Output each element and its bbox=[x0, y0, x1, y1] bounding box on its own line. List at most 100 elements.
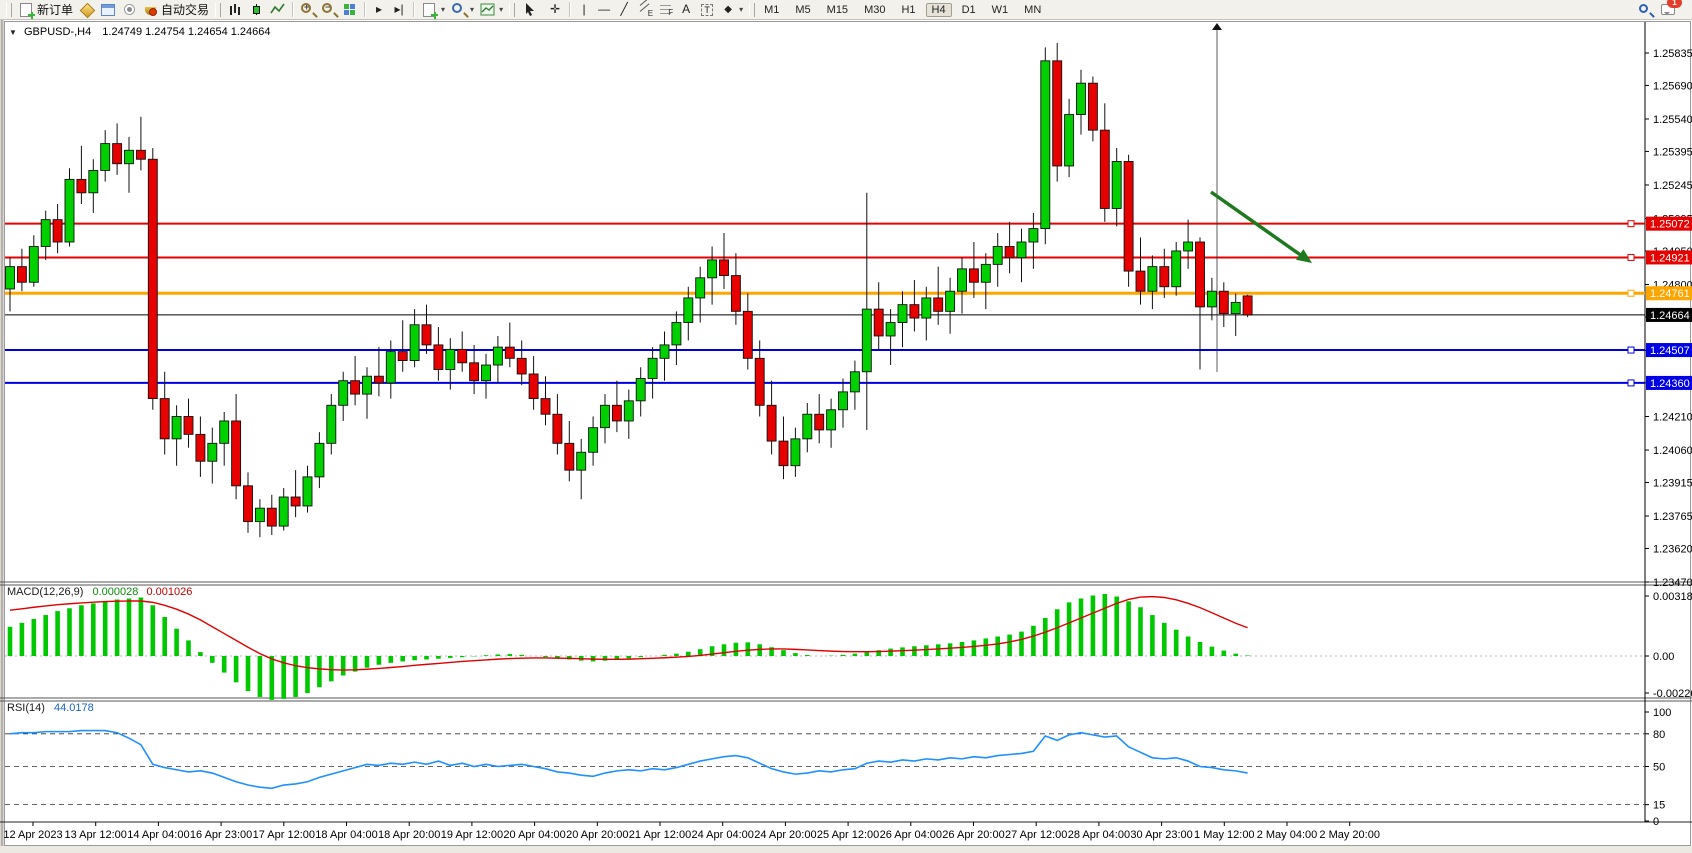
timeframe-d1[interactable]: D1 bbox=[961, 3, 976, 16]
candle bbox=[100, 143, 111, 171]
indicators-button[interactable]: ▾ bbox=[477, 1, 506, 19]
candle bbox=[409, 324, 420, 362]
candle bbox=[909, 304, 920, 319]
metaeditor-button[interactable] bbox=[76, 1, 97, 19]
text-button[interactable]: A bbox=[676, 1, 696, 19]
rsi-name: RSI(14) bbox=[7, 702, 45, 714]
chart-window-button[interactable] bbox=[97, 1, 119, 19]
hline-handle[interactable] bbox=[1627, 379, 1635, 387]
candle bbox=[957, 268, 967, 292]
price-label-text: 1.24507 bbox=[1650, 345, 1690, 357]
auto-scroll-button[interactable]: ▸ bbox=[369, 1, 389, 19]
candle bbox=[1195, 241, 1205, 308]
price-tick-label: 1.25395 bbox=[1653, 146, 1692, 158]
price-tick-label: 1.25690 bbox=[1653, 80, 1692, 92]
auto-trading-button[interactable]: 自动交易 bbox=[140, 1, 212, 19]
candle bbox=[88, 169, 99, 194]
chat-button[interactable]: 1 bbox=[1660, 0, 1682, 17]
chevron-down-icon: ▾ bbox=[739, 5, 744, 14]
toolbar-grip[interactable] bbox=[509, 2, 516, 17]
candle bbox=[564, 442, 575, 471]
candle bbox=[135, 149, 146, 160]
new-chart-button[interactable]: ▾ bbox=[418, 1, 448, 19]
zoom-in-button[interactable]: + bbox=[297, 1, 318, 19]
equidistant-channel-button[interactable] bbox=[634, 1, 655, 19]
candle bbox=[719, 259, 729, 277]
toolbar-grip[interactable] bbox=[215, 2, 222, 17]
candle bbox=[124, 149, 134, 165]
candle bbox=[600, 404, 610, 429]
candle bbox=[433, 344, 444, 370]
chart-dropdown-icon[interactable]: ▼ bbox=[9, 28, 17, 37]
crosshair-button[interactable]: ✛ bbox=[545, 1, 565, 19]
candle bbox=[40, 219, 51, 247]
candle bbox=[52, 219, 63, 243]
candle bbox=[183, 416, 194, 435]
toolbar-grip[interactable] bbox=[6, 2, 12, 17]
candle bbox=[1064, 114, 1075, 167]
candle bbox=[1004, 246, 1015, 259]
candle bbox=[933, 297, 944, 312]
chart-shift-button[interactable]: ▸| bbox=[389, 1, 409, 19]
candle bbox=[1183, 241, 1194, 252]
time-axis-label: 21 Apr 12:00 bbox=[629, 829, 691, 841]
signal-button[interactable] bbox=[119, 1, 140, 19]
hline-handle[interactable] bbox=[1627, 346, 1635, 354]
timeframe-m30[interactable]: M30 bbox=[864, 3, 886, 16]
rsi-value: 44.0178 bbox=[53, 702, 94, 714]
price-tick-label: 1.25245 bbox=[1653, 180, 1692, 192]
candle bbox=[1218, 290, 1229, 315]
toolbar-separator bbox=[364, 2, 366, 17]
candle bbox=[540, 398, 551, 415]
hline-handle[interactable] bbox=[1627, 289, 1635, 297]
price-tick-label: 1.25540 bbox=[1653, 114, 1692, 126]
signal-icon bbox=[127, 7, 133, 12]
text-label-button[interactable]: T bbox=[696, 1, 718, 19]
candle bbox=[766, 404, 777, 442]
timeframe-w1[interactable]: W1 bbox=[991, 3, 1009, 16]
vertical-line-icon: | bbox=[582, 2, 586, 16]
price-tick-label: 1.23915 bbox=[1653, 477, 1692, 489]
timeframe-h4[interactable]: H4 bbox=[925, 2, 952, 17]
arrows-button[interactable]: ◆ ▾ bbox=[718, 1, 746, 19]
timeframe-m15[interactable]: M15 bbox=[826, 3, 849, 16]
macd-axis-label: -0.00226 bbox=[1653, 688, 1692, 700]
candle bbox=[611, 404, 622, 422]
chart-ohlc-values: 1.24749 1.24754 1.24654 1.24664 bbox=[102, 26, 271, 38]
toolbar-grip[interactable] bbox=[749, 2, 756, 17]
line-chart-button[interactable] bbox=[267, 1, 288, 19]
hline-handle[interactable] bbox=[1627, 253, 1635, 261]
candlestick-button[interactable] bbox=[246, 1, 267, 19]
fibonacci-button[interactable] bbox=[655, 1, 676, 19]
tile-windows-button[interactable] bbox=[339, 1, 360, 19]
time-axis-label: 30 Apr 23:00 bbox=[1130, 829, 1192, 841]
cursor-button[interactable] bbox=[518, 1, 545, 19]
candle bbox=[897, 304, 908, 323]
price-tick-label: 1.23765 bbox=[1653, 511, 1692, 523]
trend-line-button[interactable]: ╱ bbox=[614, 1, 634, 19]
macd-signal-line bbox=[9, 595, 1248, 671]
bar-chart-button[interactable] bbox=[224, 1, 246, 19]
vertical-line-button[interactable]: | bbox=[574, 1, 594, 19]
horizontal-line-button[interactable]: — bbox=[594, 1, 614, 19]
candle bbox=[504, 346, 515, 359]
candle bbox=[1159, 266, 1170, 288]
trend-arrow-annotation[interactable] bbox=[1209, 190, 1304, 258]
periods-button[interactable]: ▾ bbox=[448, 1, 477, 19]
timeframe-mn[interactable]: MN bbox=[1024, 3, 1042, 16]
candle bbox=[159, 398, 170, 440]
candle bbox=[243, 485, 253, 523]
price-chart[interactable]: 1.25835 1.25690 1.25540 1.25395 1.25245 1.250… bbox=[0, 20, 1692, 853]
price-label-text: 1.24921 bbox=[1650, 252, 1690, 264]
auto-trading-label: 自动交易 bbox=[161, 3, 210, 17]
arrows-icon: ◆ bbox=[724, 4, 732, 15]
new-order-button[interactable]: 新订单 bbox=[15, 1, 76, 19]
candle bbox=[112, 143, 123, 165]
timeframe-m5[interactable]: M5 bbox=[795, 3, 811, 16]
zoom-out-button[interactable]: − bbox=[318, 1, 339, 19]
hline-handle[interactable] bbox=[1627, 220, 1635, 228]
timeframe-h1[interactable]: H1 bbox=[901, 3, 916, 16]
search-icon[interactable] bbox=[1639, 4, 1648, 13]
timeframe-m1[interactable]: M1 bbox=[764, 3, 780, 16]
time-axis-label: 24 Apr 04:00 bbox=[692, 829, 754, 841]
